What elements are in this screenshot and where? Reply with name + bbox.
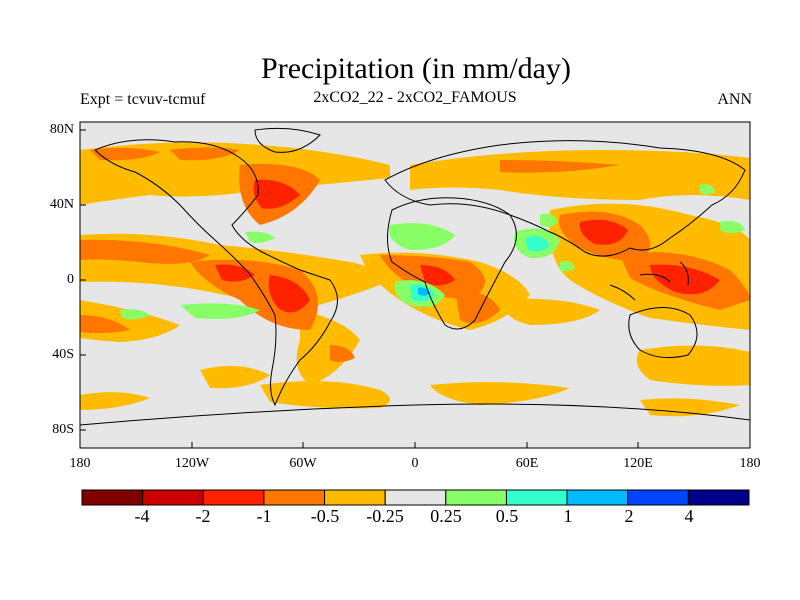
lon-tick-label: 180 <box>739 456 761 471</box>
lat-tick-label: 80N <box>49 122 74 137</box>
colorbar-swatch <box>627 489 689 506</box>
precip-contours <box>80 127 750 426</box>
lon-tick-label: 120E <box>623 456 653 471</box>
lon-tick-label: 180 <box>69 456 91 471</box>
colorbar-label: 0.5 <box>495 506 519 526</box>
colorbar-swatch <box>81 489 144 506</box>
colorbar-swatch <box>687 489 750 506</box>
colorbar-swatch <box>202 489 265 506</box>
colorbar-swatch <box>566 489 629 506</box>
colorbar-label: 0.25 <box>430 506 462 526</box>
lon-tick-label: 60W <box>289 456 317 471</box>
colorbar-label: -2 <box>195 506 211 526</box>
colorbar-label: -4 <box>134 506 150 526</box>
lat-tick-label: 40N <box>49 197 74 212</box>
band-plus-0.5 <box>410 236 550 302</box>
colorbar-swatch <box>263 489 326 506</box>
colorbar-label: -0.5 <box>310 506 340 526</box>
coastlines <box>80 127 750 426</box>
colorbar <box>81 489 750 506</box>
lon-tick-label: 60E <box>515 456 539 471</box>
colorbar-label: -1 <box>256 506 272 526</box>
comparison-label: 2xCO2_22 - 2xCO2_FAMOUS <box>313 89 517 106</box>
lat-tick-label: 0 <box>67 272 74 287</box>
experiment-label: Expt = tcvuv-tcmuf <box>80 91 206 108</box>
longitude-tick-marks <box>79 442 751 448</box>
colorbar-swatch <box>142 489 204 506</box>
season-label: ANN <box>717 91 752 108</box>
lon-tick-label: 120W <box>174 456 210 471</box>
colorbar-label: 2 <box>624 506 634 526</box>
colorbar-label: 1 <box>563 506 573 526</box>
colorbar-swatch <box>384 489 447 506</box>
colorbar-swatch <box>505 489 568 506</box>
colorbar-swatch <box>445 489 507 506</box>
colorbar-swatch <box>324 489 386 506</box>
chart-title: Precipitation (in mm/day) <box>261 52 571 85</box>
lat-tick-label: 40S <box>52 347 74 362</box>
latitude-tick-marks <box>80 129 86 431</box>
colorbar-label: 4 <box>684 506 694 526</box>
colorbar-label: -0.25 <box>366 506 404 526</box>
lat-tick-label: 80S <box>52 422 74 437</box>
lon-tick-label: 0 <box>411 456 419 471</box>
